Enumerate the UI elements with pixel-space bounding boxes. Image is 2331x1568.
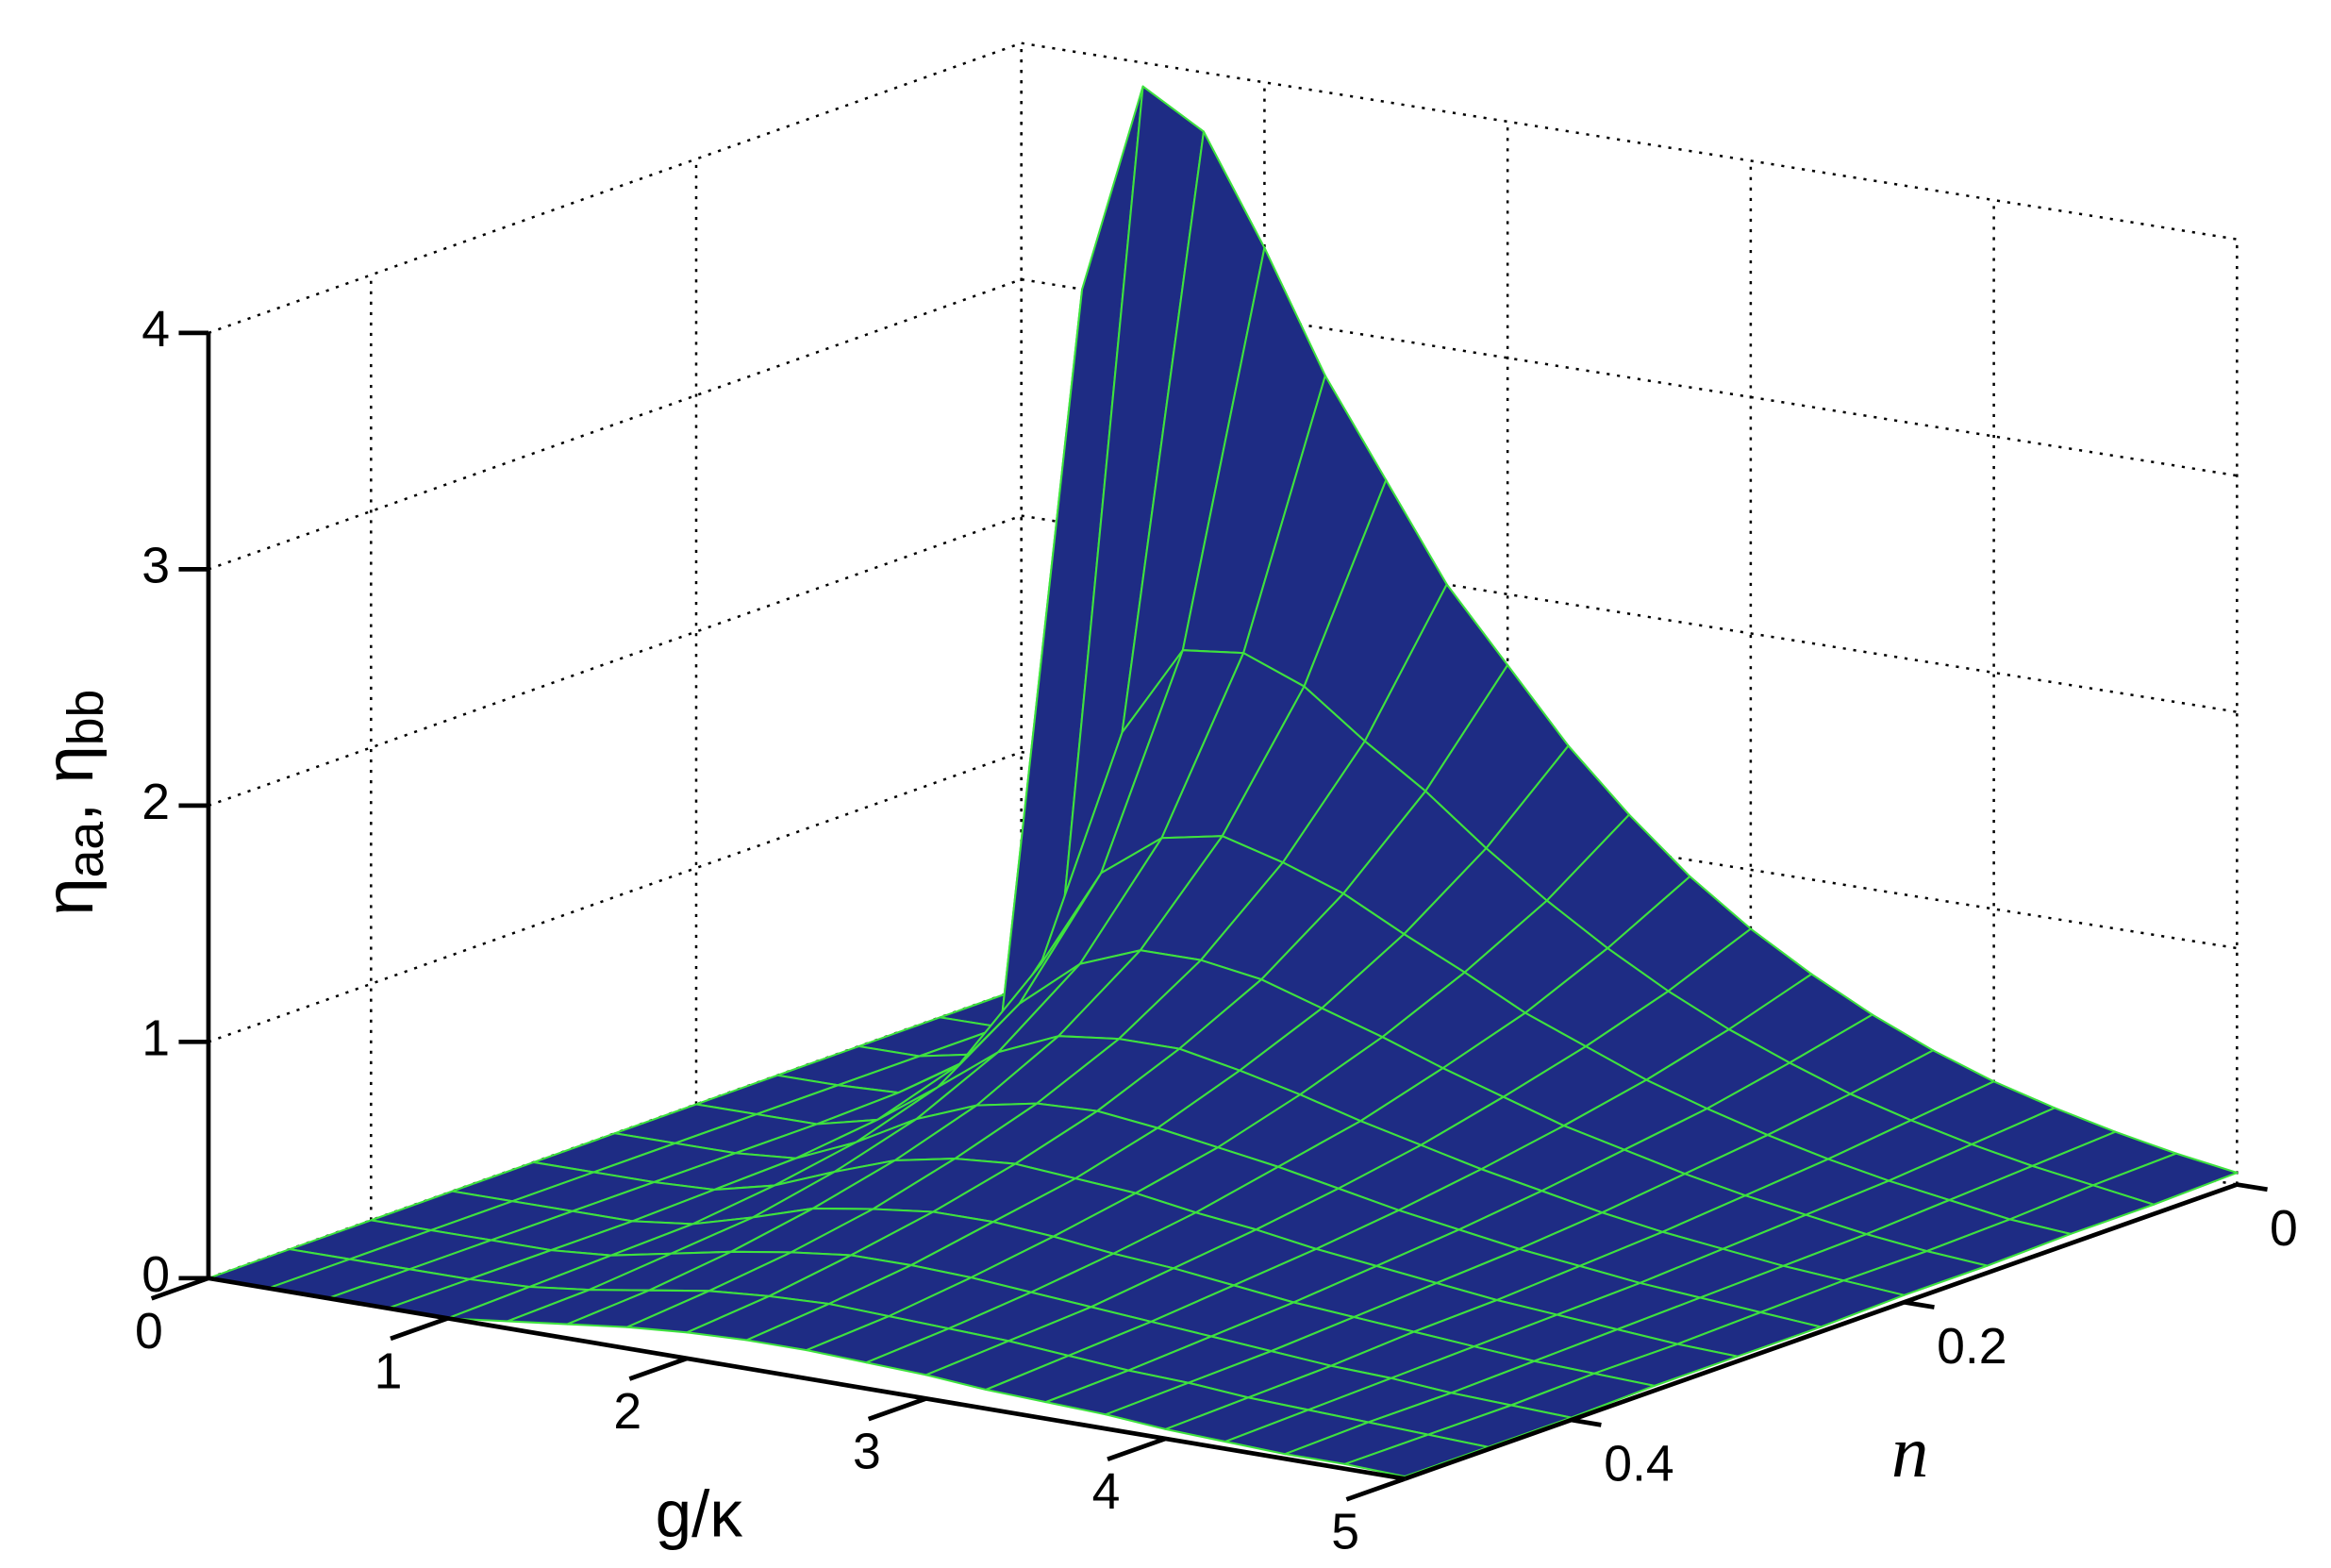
grid-line [1021,277,2238,477]
grid-line [208,42,1023,335]
z-label-part: aa [58,822,114,878]
x-tick-label: 5 [1331,1504,1359,1560]
x-axis [208,1276,1406,1481]
y-tick-label: 0.4 [1604,1437,1673,1493]
tick-mark [390,1316,449,1342]
grid-line [1021,42,2238,241]
tick-mark [1345,1476,1406,1502]
grid-line [208,750,1023,1043]
grid-line [208,277,1023,571]
tick-mark [1107,1436,1167,1461]
tick-mark [628,1356,689,1381]
x-tick-label: 0 [135,1304,163,1359]
z-tick-label: 2 [142,775,170,830]
x-tick-label: 3 [853,1424,881,1479]
z-axis-label: ηaa, ηbb [31,690,114,916]
x-tick-label: 4 [1092,1464,1121,1520]
tick-mark [1571,1417,1602,1427]
grid-line [208,514,1023,808]
y-axis [1404,1182,2239,1481]
y-tick-label: 0 [2270,1201,2298,1257]
z-label-part: η [31,877,108,915]
tick-mark [867,1396,927,1422]
tick-mark [2236,1182,2268,1193]
x-tick-label: 1 [375,1343,403,1399]
x-tick-label: 2 [613,1384,641,1440]
tick-mark [150,1276,209,1301]
z-tick-label: 4 [142,302,170,358]
z-label-part: , η [31,745,108,822]
grid-line [1021,514,2238,713]
z-tick-label: 3 [142,539,170,594]
x-axis-label: g/κ [656,1476,743,1550]
tick-mark [1904,1299,1935,1309]
z-label-part: bb [58,690,114,746]
y-tick-label: 0.2 [1937,1319,2006,1375]
y-axis-label: n [1891,1411,1928,1493]
z-tick-label: 1 [142,1010,170,1066]
